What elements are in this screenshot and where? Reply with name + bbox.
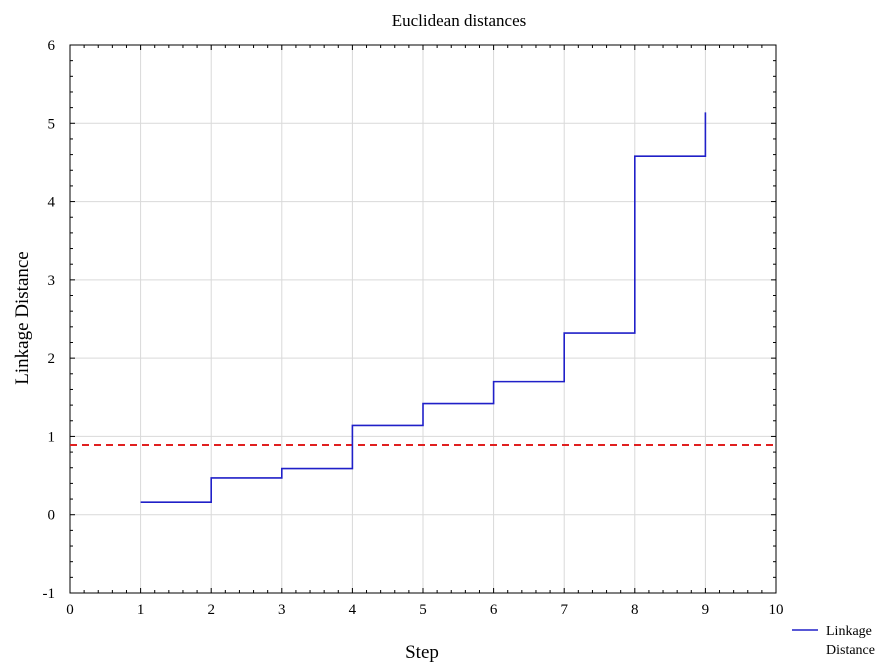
x-tick-label: 10 <box>769 602 784 618</box>
y-axis-tick-labels: -1 0 1 2 3 4 5 6 <box>43 38 56 602</box>
series-layer <box>140 112 707 503</box>
series-line-linkage-distance <box>140 112 707 503</box>
y-tick-label: -1 <box>43 586 56 602</box>
x-tick-label: 8 <box>631 602 639 618</box>
x-tick-label: 6 <box>490 602 498 618</box>
x-tick-label: 4 <box>349 602 357 618</box>
y-tick-label: 6 <box>48 38 56 54</box>
x-tick-label: 7 <box>560 602 568 618</box>
legend: Linkage Distance <box>792 624 875 658</box>
y-tick-label: 5 <box>48 116 56 132</box>
chart-title: Euclidean distances <box>392 11 527 30</box>
x-tick-label: 3 <box>278 602 286 618</box>
y-tick-label: 3 <box>48 273 56 289</box>
x-axis-tick-labels: 0 1 2 3 4 5 6 7 8 9 10 <box>66 602 783 618</box>
grid-lines <box>70 45 776 593</box>
y-axis-title: Linkage Distance <box>12 251 33 384</box>
axis-ticks <box>69 44 777 594</box>
y-tick-label: 0 <box>48 508 56 524</box>
y-tick-label: 1 <box>48 429 56 445</box>
x-tick-label: 9 <box>702 602 710 618</box>
x-tick-label: 0 <box>66 602 74 618</box>
y-tick-label: 4 <box>48 195 56 211</box>
legend-label-linkage-distance: Linkage Distance <box>826 624 875 658</box>
x-tick-label: 5 <box>419 602 427 618</box>
x-tick-label: 1 <box>137 602 145 618</box>
y-tick-label: 2 <box>48 351 56 367</box>
x-tick-label: 2 <box>207 602 215 618</box>
x-axis-title: Step <box>405 642 439 663</box>
